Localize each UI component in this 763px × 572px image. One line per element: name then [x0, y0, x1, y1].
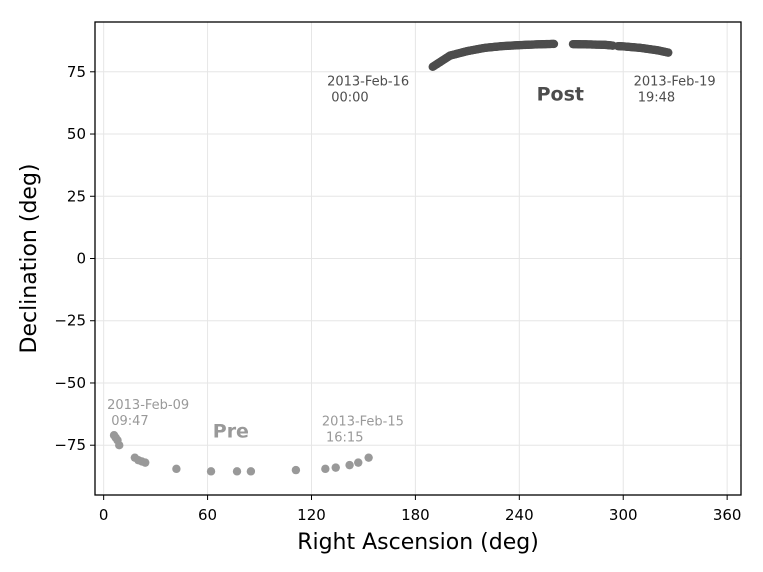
- y-tick-label: −50: [54, 374, 86, 392]
- x-tick-label: 300: [609, 506, 638, 524]
- y-axis-ticks: −75 −50 −25 0 25 50 75: [54, 63, 95, 454]
- y-tick-label: 25: [67, 187, 86, 205]
- x-tick-label: 240: [505, 506, 534, 524]
- group-label-pre: Pre: [213, 421, 249, 443]
- y-tick-label: −25: [54, 312, 86, 330]
- y-tick-label: 50: [67, 125, 86, 143]
- data-point-pre: [115, 441, 124, 450]
- y-axis-label: Declination (deg): [17, 164, 42, 354]
- x-tick-label: 180: [401, 506, 430, 524]
- data-point-pre: [232, 467, 242, 476]
- annotation-feb15: 2013-Feb-15 16:15: [322, 414, 404, 445]
- annotation-feb09: 2013-Feb-09 09:47: [107, 398, 189, 429]
- data-point-pre: [206, 467, 216, 476]
- y-tick-label: 0: [76, 250, 86, 268]
- data-point-pre: [321, 464, 330, 474]
- annotation-feb16: 2013-Feb-16 00:00: [327, 74, 409, 105]
- grid-lines: [95, 22, 741, 495]
- x-tick-label: 60: [198, 506, 217, 524]
- x-axis-label: Right Ascension (deg): [297, 530, 539, 555]
- data-point-pre: [141, 458, 150, 467]
- data-point-pre: [331, 463, 340, 472]
- group-label-post: Post: [537, 83, 584, 105]
- x-tick-label: 0: [99, 506, 109, 524]
- annotation-feb19: 2013-Feb-19 19:48: [634, 74, 716, 105]
- x-axis-ticks: 0 60 120 180 240 300 360: [99, 495, 742, 524]
- y-tick-label: 75: [67, 63, 86, 81]
- x-tick-label: 120: [297, 506, 326, 524]
- data-point-post: [549, 39, 559, 49]
- data-points: [109, 39, 673, 476]
- y-tick-label: −75: [54, 436, 86, 454]
- data-point-pre: [364, 453, 373, 462]
- data-point-pre: [172, 464, 181, 474]
- data-point-pre: [291, 465, 301, 475]
- data-point-pre: [354, 458, 363, 467]
- data-point-post: [664, 48, 673, 57]
- annotations: 2013-Feb-09 09:47 2013-Feb-15 16:15 2013-F…: [107, 74, 716, 445]
- x-tick-label: 360: [713, 506, 742, 524]
- data-point-pre: [246, 467, 256, 476]
- data-point-pre: [345, 460, 354, 470]
